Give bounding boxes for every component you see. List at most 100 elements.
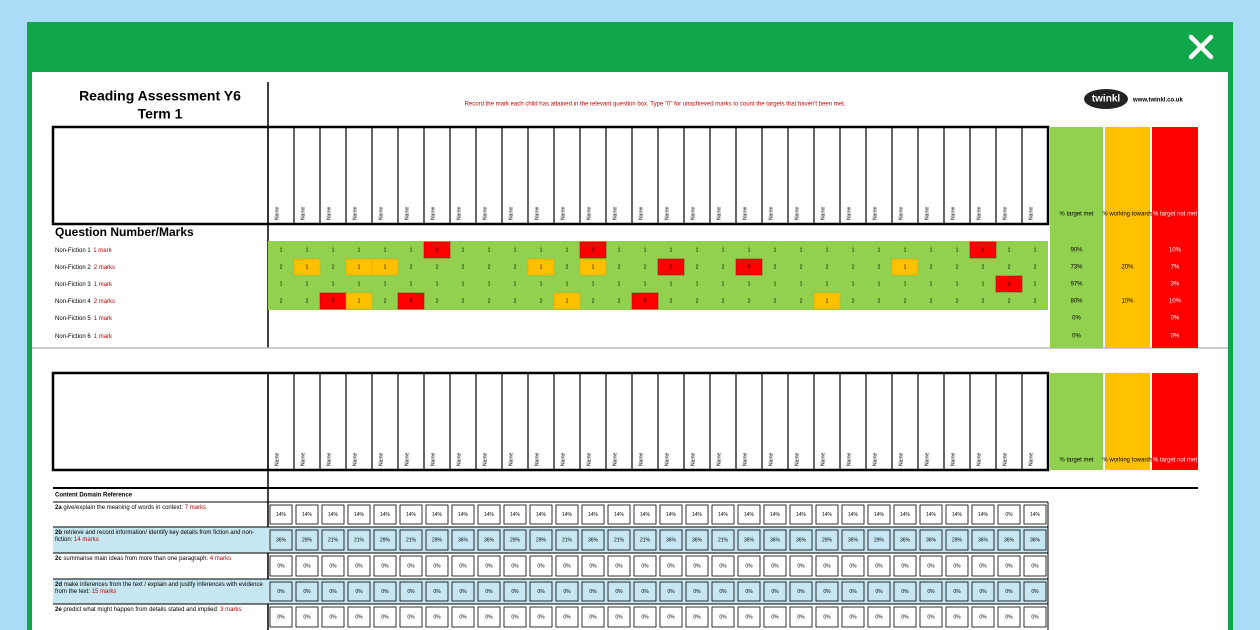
domain-value: 0% (1031, 589, 1039, 595)
domain-value: 36% (926, 537, 937, 543)
domain-code: 2e (55, 607, 62, 613)
value-cell (529, 581, 553, 602)
value-cell (711, 555, 735, 577)
score: 1 (1034, 247, 1037, 253)
value-cell (477, 606, 501, 628)
value-cell (867, 581, 891, 602)
score: 1 (904, 247, 907, 253)
score: 1 (852, 247, 855, 253)
column-label: Name (794, 206, 800, 220)
score: 2 (878, 298, 881, 304)
score: 1 (592, 281, 595, 287)
value-cell (945, 504, 969, 525)
score: 1 (956, 247, 959, 253)
column-label: Name (612, 452, 618, 466)
domain-value: 0% (901, 563, 909, 569)
value-cell (555, 606, 579, 628)
domain-value: 0% (355, 589, 363, 595)
score: 2 (1008, 264, 1011, 270)
domain-value: 0% (953, 563, 961, 569)
summary-value: 0% (1072, 334, 1081, 340)
domain-value: 0% (849, 614, 857, 620)
column-label: Name (872, 452, 878, 466)
score: 1 (826, 281, 829, 287)
column-label: Name (482, 206, 488, 220)
domain-value: 0% (459, 589, 467, 595)
domain-value: 0% (823, 563, 831, 569)
value-cell (295, 606, 319, 628)
domain-value: 14% (692, 512, 703, 518)
value-cell (867, 555, 891, 577)
domain-value: 36% (484, 537, 495, 543)
summary-value: 80% (1070, 299, 1083, 305)
domain-value: 0% (979, 563, 987, 569)
column-label: Name (820, 452, 826, 466)
score: 2 (280, 298, 283, 304)
column-label: Name (508, 452, 514, 466)
domain-value: 14% (562, 512, 573, 518)
score: 1 (410, 281, 413, 287)
value-cell (659, 581, 683, 602)
score: 2 (982, 264, 985, 270)
score: 1 (826, 247, 829, 253)
value-cell (789, 555, 813, 577)
value-cell (1023, 504, 1047, 525)
value-cell (529, 606, 553, 628)
domain-value: 0% (459, 563, 467, 569)
question-marks: 2 marks (94, 299, 115, 305)
column-label: Name (326, 206, 332, 220)
domain-value: 0% (1005, 614, 1013, 620)
score-cell (735, 258, 763, 276)
value-cell (997, 529, 1021, 551)
domain-value: 0% (615, 563, 623, 569)
question-marks: 2 marks (94, 265, 115, 271)
score: 1 (696, 281, 699, 287)
score: 2 (592, 298, 595, 304)
score: 2 (670, 298, 673, 304)
close-button[interactable] (1188, 34, 1214, 60)
score: 2 (852, 298, 855, 304)
value-cell (997, 555, 1021, 577)
score: 0 (982, 247, 985, 253)
domain-value: 0% (589, 589, 597, 595)
score: 2 (774, 298, 777, 304)
value-cell (685, 606, 709, 628)
value-cell (893, 555, 917, 577)
domain-value: 0% (953, 614, 961, 620)
score: 2 (306, 298, 309, 304)
score: 1 (280, 281, 283, 287)
value-cell (451, 504, 475, 525)
value-cell (815, 555, 839, 577)
domain-value: 14% (666, 512, 677, 518)
domain-value: 29% (380, 537, 391, 543)
score: 1 (514, 247, 517, 253)
column-label: Name (664, 452, 670, 466)
value-cell (581, 581, 605, 602)
score: 2 (774, 264, 777, 270)
value-cell (789, 606, 813, 628)
domain-value: 0% (979, 589, 987, 595)
value-cell (347, 529, 371, 551)
value-cell (867, 606, 891, 628)
score: 1 (540, 281, 543, 287)
summary-header: % target met (1059, 458, 1093, 464)
score: 1 (566, 247, 569, 253)
value-cell (295, 581, 319, 602)
value-cell (633, 555, 657, 577)
column-label: Name (976, 452, 982, 466)
domain-value: 0% (1005, 589, 1013, 595)
question-name: Non-Fiction 6 (55, 334, 91, 340)
score: 1 (462, 281, 465, 287)
score: 1 (1034, 281, 1037, 287)
score: 1 (358, 281, 361, 287)
domain-value: 14% (874, 512, 885, 518)
value-cell (451, 581, 475, 602)
domain-value: 29% (874, 537, 885, 543)
value-cell (763, 504, 787, 525)
value-cell (1023, 529, 1047, 551)
score: 1 (488, 281, 491, 287)
value-cell (737, 555, 761, 577)
domain-value: 29% (432, 537, 443, 543)
value-cell (815, 581, 839, 602)
